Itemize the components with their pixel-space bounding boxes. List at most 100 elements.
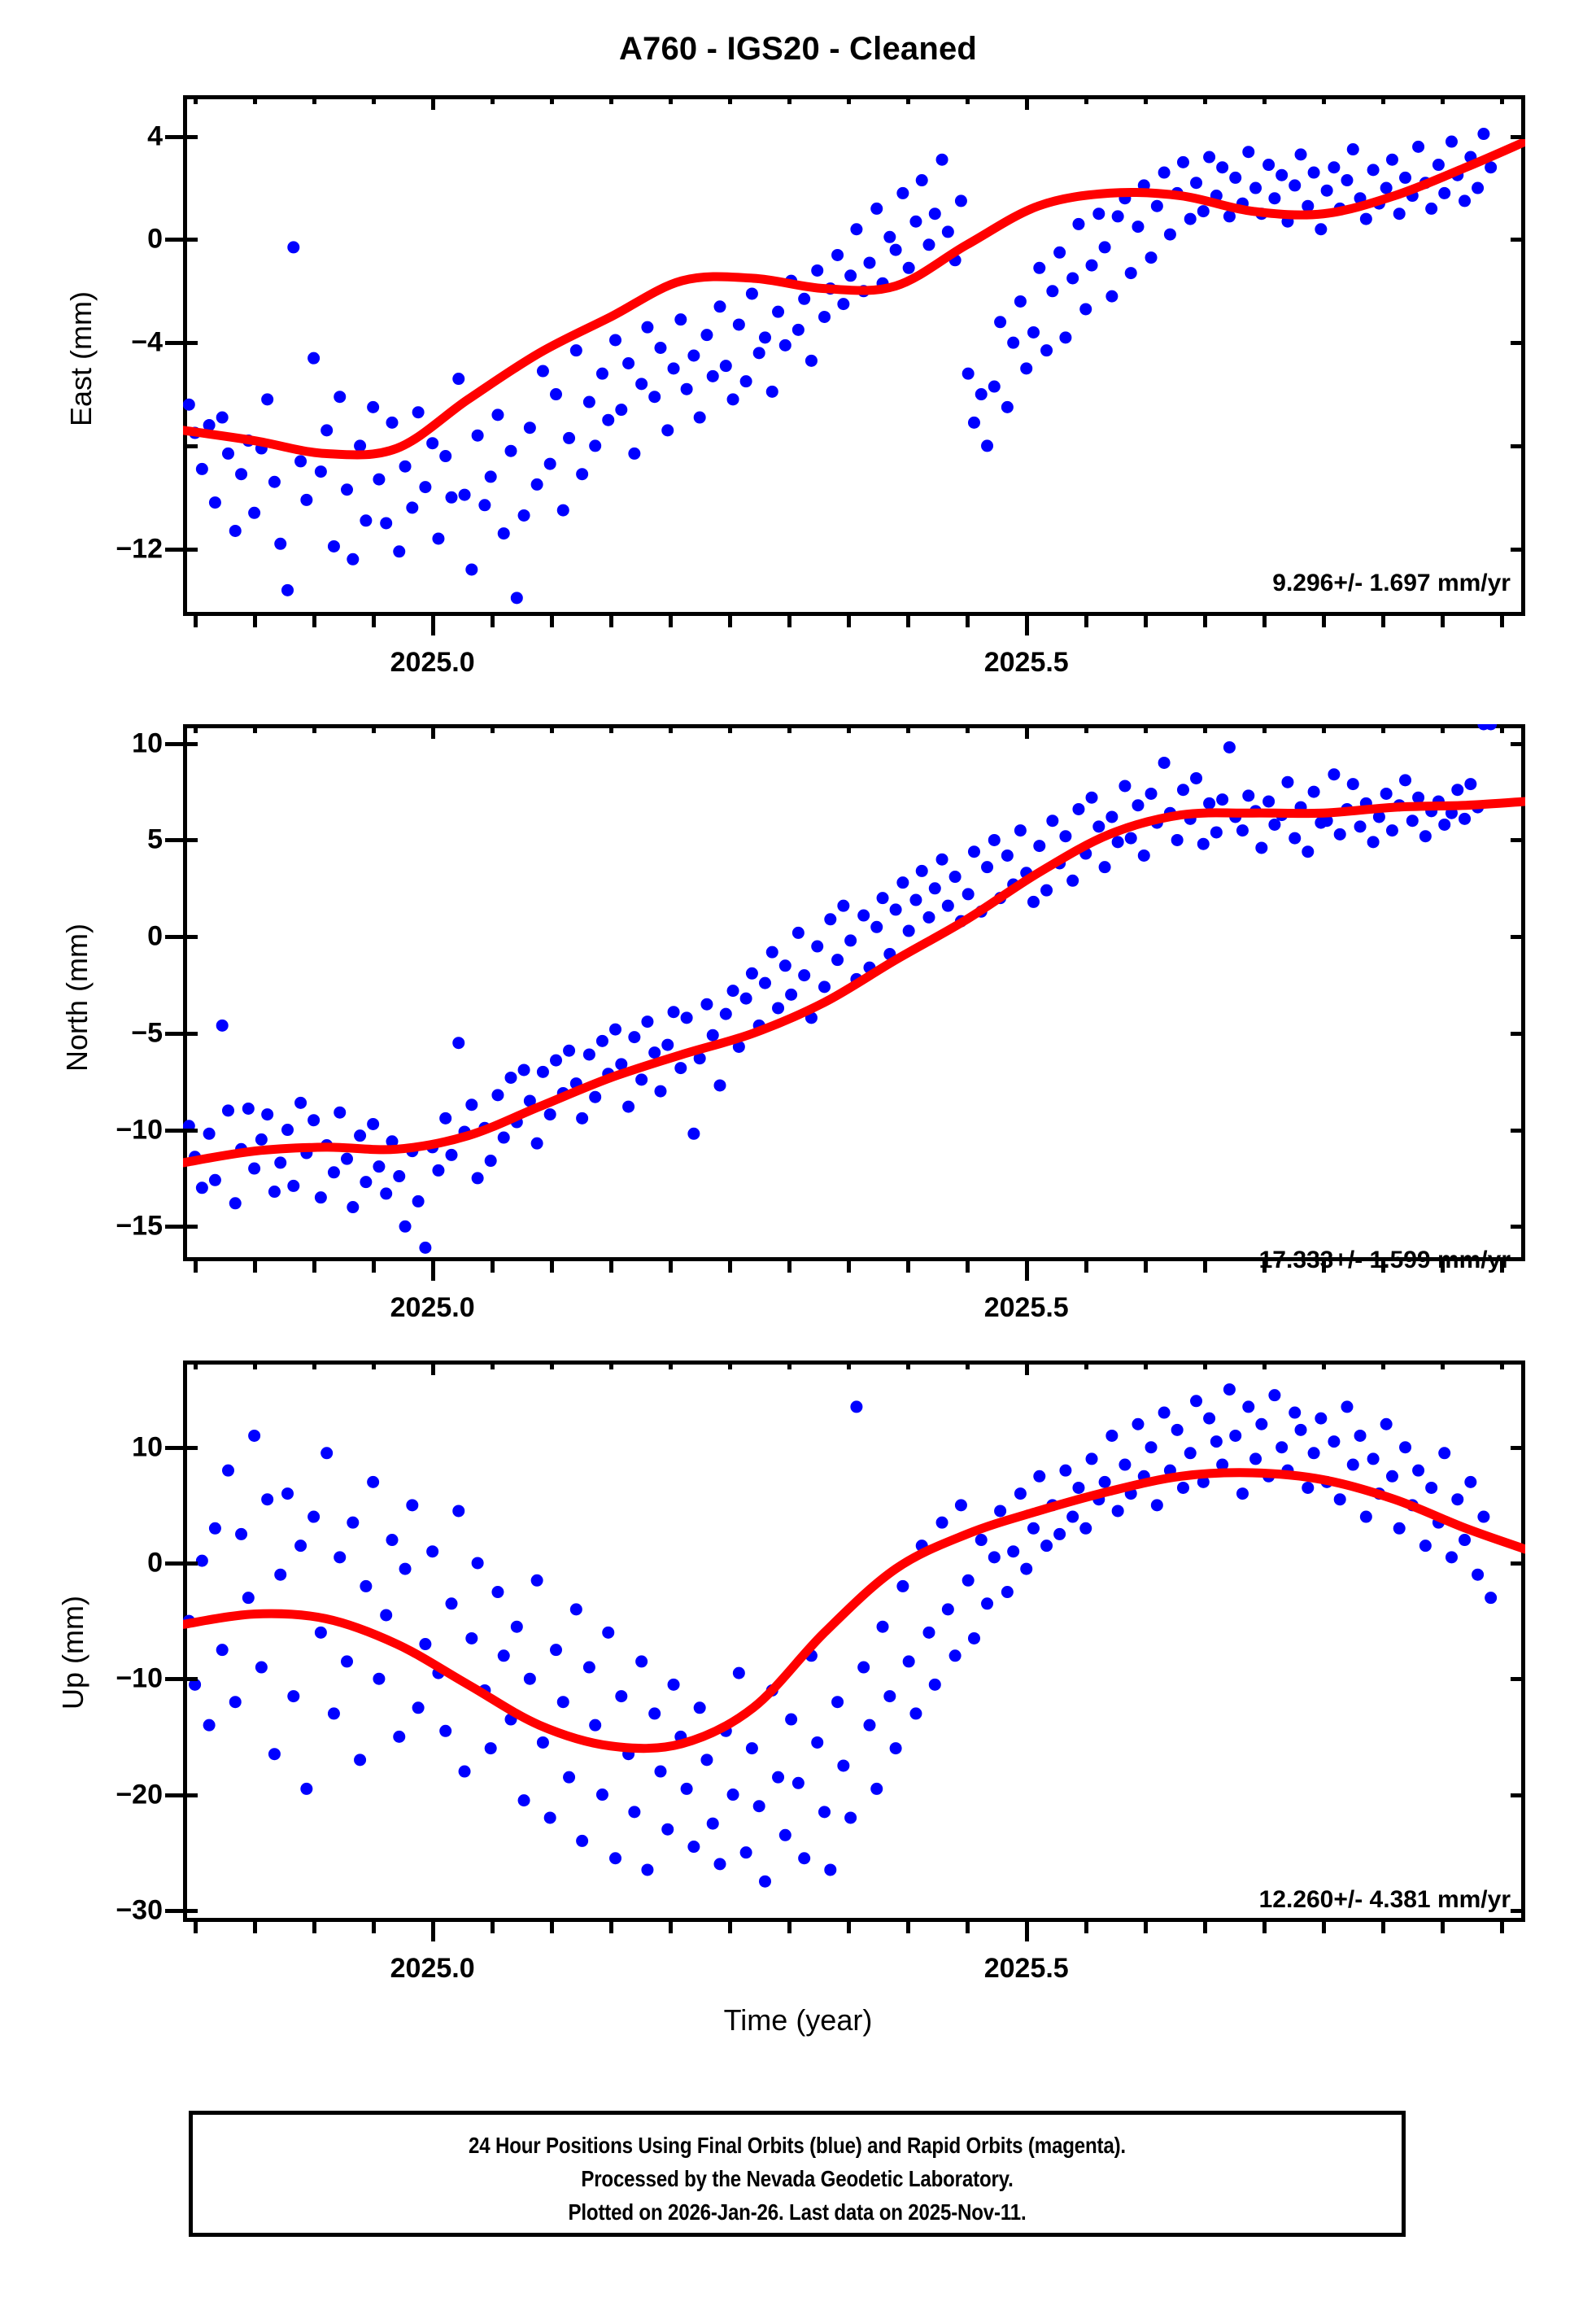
rate-annotation-up: 12.260+/- 4.381 mm/yr — [1258, 1886, 1511, 1913]
x-tick-mark-east — [1440, 616, 1445, 627]
x-tick-mark-north — [1143, 1261, 1148, 1273]
y-tick-inner-north-2-0 — [183, 935, 198, 940]
x-tick-mark-top-up — [371, 1360, 376, 1369]
y-tick-mark-north-0 — [165, 741, 183, 746]
x-tick-mark-up — [1321, 1922, 1326, 1933]
y-tick-inner-up-1-1 — [1511, 1561, 1525, 1566]
x-tick-mark-top-east — [371, 95, 376, 104]
x-tick-mark-east — [371, 616, 376, 627]
x-tick-mark-east — [1262, 616, 1267, 627]
x-tick-mark-up — [1380, 1922, 1385, 1933]
footer-line-1: 24 Hour Positions Using Final Orbits (bl… — [469, 2133, 1126, 2158]
x-tick-mark-up — [1084, 1922, 1088, 1933]
y-tick-label-up-4: −30 — [116, 1894, 163, 1926]
x-tick-mark-up — [549, 1922, 554, 1933]
x-tick-mark-east — [668, 616, 673, 627]
x-tick-mark-top-north — [371, 724, 376, 733]
y-tick-inner-east-3-0 — [183, 443, 198, 448]
x-tick-mark-top-north — [846, 724, 851, 733]
y-tick-inner-north-2-1 — [1511, 935, 1525, 940]
x-tick-mark-top-north — [1084, 724, 1088, 733]
x-tick-mark-top-up — [1084, 1360, 1088, 1369]
x-tick-mark-top-east — [787, 95, 791, 104]
x-tick-mark-top-east — [312, 95, 316, 104]
y-tick-mark-up-3 — [165, 1793, 183, 1797]
y-tick-mark-east-0 — [165, 134, 183, 139]
x-tick-mark-top-east — [668, 95, 673, 104]
x-tick-mark-top-north — [1321, 724, 1326, 733]
y-tick-mark-up-4 — [165, 1908, 183, 1913]
x-tick-mark-north — [490, 1261, 495, 1273]
x-tick-mark-top-up — [490, 1360, 495, 1369]
x-tick-mark-up — [905, 1922, 910, 1933]
y-tick-label-up-0: 10 — [132, 1431, 163, 1463]
x-tick-mark-east — [1024, 616, 1029, 635]
x-tick-mark-top-north — [1143, 724, 1148, 733]
y-tick-mark-north-5 — [165, 1225, 183, 1229]
x-tick-mark-up — [846, 1922, 851, 1933]
y-tick-inner-up-0-1 — [1511, 1445, 1525, 1450]
x-tick-mark-top-north — [252, 724, 257, 733]
x-tick-mark-north — [965, 1261, 970, 1273]
x-tick-mark-top-up — [193, 1360, 198, 1369]
y-axis-title-north: North (mm) — [60, 924, 94, 1072]
footer-line-2: Processed by the Nevada Geodetic Laborat… — [581, 2166, 1014, 2191]
x-tick-mark-top-east — [727, 95, 732, 104]
y-tick-inner-up-3-0 — [183, 1793, 198, 1797]
y-tick-inner-up-1-0 — [183, 1561, 198, 1566]
x-tick-mark-top-east — [1262, 95, 1267, 104]
rate-annotation-north: 17.333+/- 1.599 mm/yr — [1258, 1247, 1511, 1273]
x-tick-mark-top-east — [252, 95, 257, 104]
x-tick-mark-up — [1262, 1922, 1267, 1933]
x-tick-mark-top-east — [846, 95, 851, 104]
x-tick-mark-top-up — [1499, 1360, 1504, 1369]
y-tick-mark-up-0 — [165, 1445, 183, 1450]
x-tick-mark-top-up — [1380, 1360, 1385, 1369]
x-tick-mark-up — [1143, 1922, 1148, 1933]
scatter-points-east — [183, 128, 1498, 605]
y-tick-inner-up-4-1 — [1511, 1908, 1525, 1913]
x-tick-mark-top-up — [1440, 1360, 1445, 1369]
x-tick-mark-east — [193, 616, 198, 627]
y-tick-inner-east-0-1 — [1511, 134, 1525, 139]
y-tick-label-north-1: 5 — [147, 823, 163, 855]
x-tick-mark-north — [1321, 1261, 1326, 1273]
y-tick-mark-north-2 — [165, 935, 183, 940]
y-tick-inner-east-1-0 — [183, 238, 198, 242]
x-tick-mark-up — [608, 1922, 613, 1933]
x-tick-mark-top-east — [1380, 95, 1385, 104]
y-tick-label-east-2: −4 — [131, 326, 163, 358]
y-tick-mark-east-2 — [165, 341, 183, 346]
footer-caption-box: 24 Hour Positions Using Final Orbits (bl… — [189, 2111, 1406, 2237]
chart-panel-up — [183, 1360, 1525, 1922]
x-tick-mark-top-north — [1499, 724, 1504, 733]
x-tick-mark-top-east — [430, 95, 435, 110]
y-tick-inner-up-2-1 — [1511, 1677, 1525, 1682]
x-tick-mark-east — [846, 616, 851, 627]
y-tick-inner-up-2-0 — [183, 1677, 198, 1682]
x-tick-mark-top-up — [965, 1360, 970, 1369]
x-tick-mark-north — [846, 1261, 851, 1273]
x-tick-mark-north — [1084, 1261, 1088, 1273]
x-tick-mark-top-east — [549, 95, 554, 104]
x-tick-mark-east — [905, 616, 910, 627]
x-tick-mark-up — [1499, 1922, 1504, 1933]
x-tick-mark-up — [193, 1922, 198, 1933]
x-tick-mark-north — [1440, 1261, 1445, 1273]
x-tick-mark-top-east — [1440, 95, 1445, 104]
y-tick-inner-up-0-0 — [183, 1445, 198, 1450]
x-tick-mark-top-up — [312, 1360, 316, 1369]
x-tick-mark-east — [1380, 616, 1385, 627]
y-tick-label-north-4: −10 — [116, 1114, 163, 1146]
trend-line-north — [183, 797, 1525, 1168]
y-tick-label-east-3: −12 — [116, 533, 163, 565]
x-tick-mark-top-east — [193, 95, 198, 104]
plot-area-north — [183, 724, 1525, 1254]
y-tick-label-north-2: 0 — [147, 920, 163, 952]
y-tick-label-north-0: 10 — [132, 727, 163, 759]
x-tick-mark-top-up — [668, 1360, 673, 1369]
x-tick-mark-up — [787, 1922, 791, 1933]
y-tick-label-east-1: 0 — [147, 223, 163, 255]
y-tick-label-up-3: −20 — [116, 1779, 163, 1810]
x-tick-mark-east — [1321, 616, 1326, 627]
